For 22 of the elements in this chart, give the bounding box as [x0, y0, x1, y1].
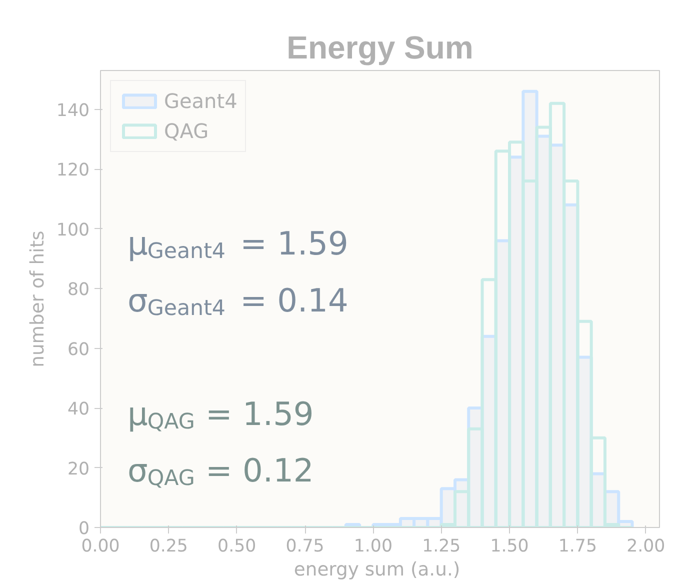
- y-axis-title: number of hits: [27, 230, 48, 368]
- y-tick-label: 20: [67, 459, 90, 480]
- x-tick-label: 1.75: [558, 536, 597, 556]
- legend-label: QAG: [164, 119, 209, 143]
- y-tick-label: 120: [56, 160, 90, 181]
- legend-label: Geant4: [164, 89, 238, 113]
- y-tick-label: 140: [56, 100, 90, 121]
- chart-title: Energy Sum: [286, 30, 474, 66]
- x-tick-label: 1.25: [422, 536, 461, 556]
- x-tick-label: 1.50: [490, 536, 529, 556]
- x-axis-title: energy sum (a.u.): [294, 560, 460, 580]
- y-tick-label: 80: [67, 280, 90, 300]
- x-tick-label: 0.50: [218, 536, 256, 556]
- y-tick-label: 60: [67, 340, 90, 360]
- y-tick-label: 100: [56, 220, 90, 240]
- x-tick-label: 2.00: [626, 536, 666, 556]
- y-tick-label: 0: [78, 519, 90, 539]
- x-tick-label: 0.25: [149, 536, 188, 556]
- x-tick-label: 1.00: [354, 536, 392, 556]
- y-tick-label: 40: [67, 400, 90, 420]
- x-tick-label: 0.75: [286, 536, 324, 556]
- x-tick-label: 0.00: [81, 536, 120, 556]
